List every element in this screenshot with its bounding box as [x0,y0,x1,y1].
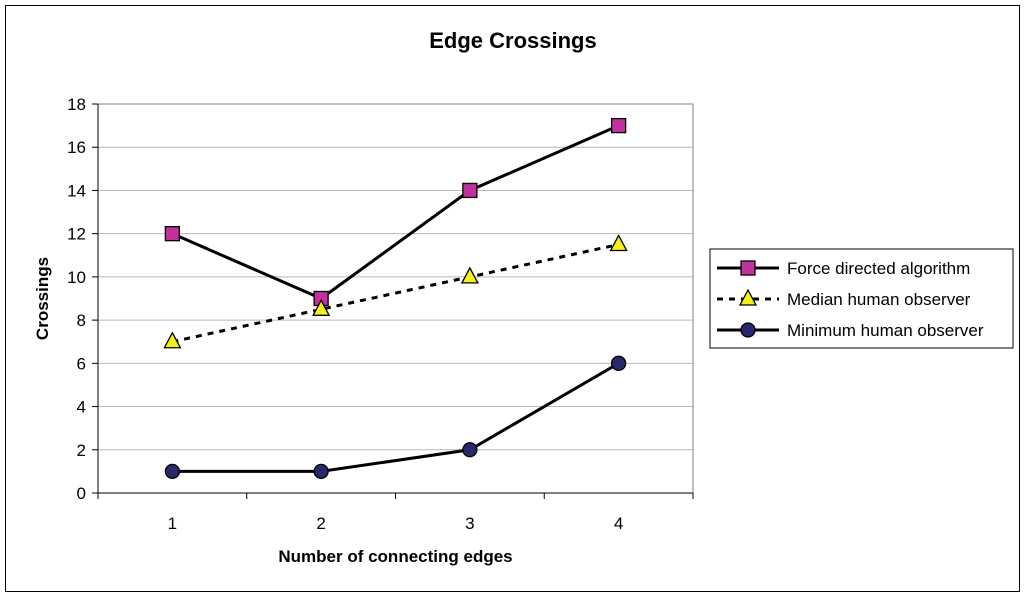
x-tick-label: 3 [465,514,474,533]
series-2-point [312,298,331,316]
y-tick-label: 14 [67,181,86,200]
y-tick-label: 16 [67,138,86,157]
series-2-point [460,266,479,284]
y-tick-label: 18 [67,95,86,114]
y-tick-label: 4 [77,398,86,417]
legend: Force directed algorithm Median human obs… [709,248,1014,349]
x-tick-label: 4 [614,514,623,533]
legend-marker-1 [740,260,756,276]
series-3-point [313,463,329,480]
y-axis-title: Crossings [33,257,52,340]
legend-label-2: Median human observer [787,290,971,309]
series-line-3 [172,362,620,473]
chart-frame: Edge Crossings 0 2 4 6 8 10 12 14 16 18 1 2 3 4 Cross… [5,5,1020,592]
y-tick-label: 10 [67,268,86,287]
legend-box [709,248,1014,349]
series-3-point [164,463,181,480]
y-tick-label: 0 [77,484,86,503]
series-line-1 [171,124,620,301]
legend-label-3: Minimum human observer [787,321,984,340]
plot-background [98,104,693,493]
legend-marker-3 [740,322,756,338]
series-1-point [610,117,627,134]
series-3-point [610,355,627,371]
y-tick-label: 12 [67,225,86,244]
series-1-point [462,182,478,199]
legend-marker-2 [738,288,758,306]
series-3-point [462,442,478,458]
legend-label-1: Force directed algorithm [787,259,970,278]
series-1-point [164,226,181,242]
y-tick-label: 2 [77,441,86,460]
series-2-point [609,234,628,252]
series-line-2 [172,243,619,344]
chart-title: Edge Crossings [429,28,596,53]
x-axis-title: Number of connecting edges [278,547,512,566]
series-2-point [163,331,182,349]
x-tick-label: 2 [316,514,325,533]
y-tick-label: 6 [77,354,86,373]
x-tick-label: 1 [168,514,177,533]
y-tick-label: 8 [77,311,86,330]
